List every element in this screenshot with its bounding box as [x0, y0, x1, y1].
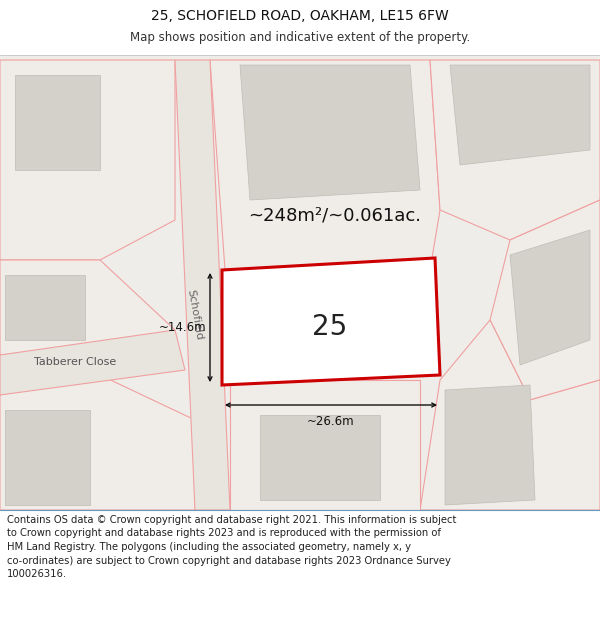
- Polygon shape: [510, 230, 590, 365]
- Text: Map shows position and indicative extent of the property.: Map shows position and indicative extent…: [130, 31, 470, 44]
- Polygon shape: [420, 320, 600, 510]
- Polygon shape: [175, 60, 230, 510]
- Polygon shape: [450, 65, 590, 165]
- Polygon shape: [430, 60, 600, 240]
- Text: ~248m²/~0.061ac.: ~248m²/~0.061ac.: [248, 206, 421, 224]
- Text: 25: 25: [313, 313, 347, 341]
- Bar: [0, 55, 600, 510]
- Polygon shape: [0, 60, 175, 260]
- Text: 100026316.: 100026316.: [7, 569, 67, 579]
- Polygon shape: [5, 275, 85, 340]
- Polygon shape: [240, 65, 420, 200]
- Polygon shape: [15, 75, 100, 170]
- Polygon shape: [445, 385, 535, 505]
- Text: ~14.6m: ~14.6m: [158, 321, 206, 334]
- Polygon shape: [222, 258, 440, 385]
- Bar: [0, 0, 600, 55]
- Bar: [0, 510, 600, 625]
- Text: 25, SCHOFIELD ROAD, OAKHAM, LE15 6FW: 25, SCHOFIELD ROAD, OAKHAM, LE15 6FW: [151, 9, 449, 23]
- Polygon shape: [5, 410, 90, 505]
- Polygon shape: [490, 200, 600, 400]
- Text: HM Land Registry. The polygons (including the associated geometry, namely x, y: HM Land Registry. The polygons (includin…: [7, 542, 411, 552]
- Polygon shape: [210, 60, 440, 340]
- Polygon shape: [0, 330, 185, 395]
- Polygon shape: [0, 260, 175, 355]
- Polygon shape: [260, 415, 380, 500]
- Text: Tabberer Close: Tabberer Close: [34, 357, 116, 367]
- Text: co-ordinates) are subject to Crown copyright and database rights 2023 Ordnance S: co-ordinates) are subject to Crown copyr…: [7, 556, 451, 566]
- Text: ~26.6m: ~26.6m: [307, 415, 355, 428]
- Polygon shape: [230, 380, 420, 510]
- Text: Schofield: Schofield: [185, 289, 205, 341]
- Text: to Crown copyright and database rights 2023 and is reproduced with the permissio: to Crown copyright and database rights 2…: [7, 529, 441, 539]
- Polygon shape: [0, 375, 195, 510]
- Text: Contains OS data © Crown copyright and database right 2021. This information is : Contains OS data © Crown copyright and d…: [7, 515, 457, 525]
